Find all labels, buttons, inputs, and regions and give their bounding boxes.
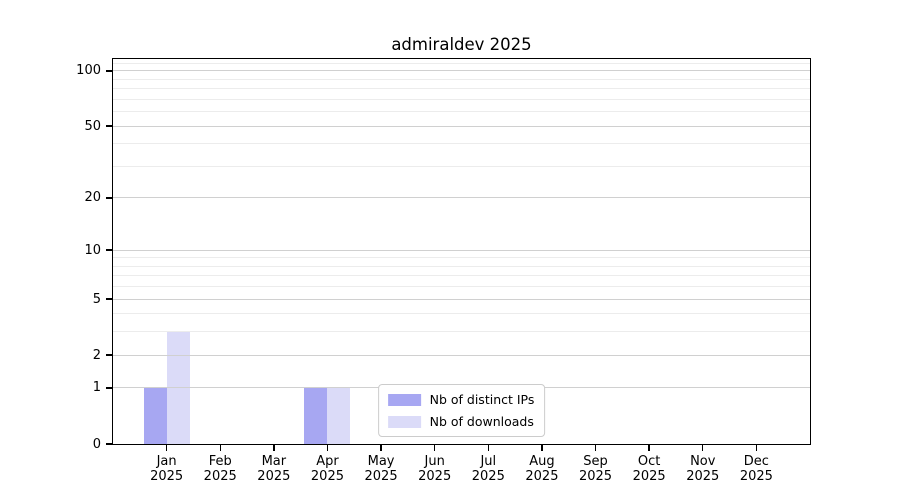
- legend-item-downloads: Nb of downloads: [387, 414, 535, 429]
- y-tick-20: [105, 197, 112, 199]
- x-tick-dec: [755, 445, 758, 452]
- legend-item-distinct-ips: Nb of distinct IPs: [387, 392, 535, 407]
- y-tick-100: [105, 70, 112, 72]
- gridline-minor-8: [113, 265, 810, 267]
- legend-swatch-distinct-ips: [387, 393, 421, 406]
- bar-downloads-apr: [327, 387, 351, 444]
- y-tick-label-10: 10: [84, 242, 101, 258]
- y-tick-2: [105, 354, 112, 356]
- x-tick-sep: [594, 445, 597, 452]
- gridline-major-2: [113, 354, 810, 356]
- x-tick-mar: [273, 445, 275, 452]
- x-tick-label-oct: Oct 2025: [632, 454, 666, 484]
- x-tick-oct: [648, 445, 650, 452]
- x-tick-label-nov: Nov 2025: [686, 454, 720, 484]
- x-tick-jun: [433, 445, 436, 452]
- gridline-major-20: [113, 197, 810, 199]
- plot-canvas: 100 50 20 10 5 2 1 0 Jan 2025 Feb 2025 Mar 2025 Apr…: [76, 59, 810, 484]
- y-tick-50: [105, 125, 112, 127]
- gridline-minor-90: [113, 78, 810, 80]
- y-tick-label-50: 50: [84, 118, 101, 134]
- y-tick-label-2: 2: [92, 347, 101, 363]
- x-tick-label-mar: Mar 2025: [257, 454, 291, 484]
- gridline-minor-70: [113, 98, 810, 100]
- y-tick-label-5: 5: [92, 291, 101, 307]
- x-tick-label-dec: Dec 2025: [739, 454, 773, 484]
- x-tick-nov: [702, 445, 704, 452]
- x-tick-label-jan: Jan 2025: [150, 454, 184, 484]
- x-tick-may: [380, 445, 382, 452]
- x-tick-label-feb: Feb 2025: [203, 454, 237, 484]
- gridline-minor-4: [113, 313, 810, 315]
- x-tick-label-may: May 2025: [364, 454, 398, 484]
- gridline-minor-30: [113, 165, 810, 167]
- y-tick-5: [105, 298, 112, 300]
- gridline-major-100: [113, 70, 810, 72]
- gridline-minor-80: [113, 88, 810, 90]
- x-tick-label-sep: Sep 2025: [578, 454, 613, 484]
- x-tick-jan: [165, 445, 168, 452]
- legend-label-downloads: Nb of downloads: [429, 414, 534, 429]
- gridline-major-10: [113, 249, 810, 251]
- x-tick-label-jun: Jun 2025: [418, 454, 452, 484]
- x-tick-feb: [219, 445, 221, 452]
- x-tick-aug: [541, 445, 543, 452]
- chart-title: admiraldev 2025: [391, 35, 532, 54]
- gridline-minor-40: [113, 143, 810, 145]
- y-tick-label-1: 1: [92, 380, 101, 396]
- y-tick-1: [105, 387, 112, 389]
- gridline-minor-110: [113, 62, 810, 64]
- x-tick-jul: [487, 445, 489, 452]
- y-tick-10: [105, 249, 112, 251]
- gridline-major-50: [113, 125, 810, 127]
- bar-distinct-ips-jan: [143, 387, 167, 444]
- y-tick-0: [105, 443, 112, 445]
- legend-label-distinct-ips: Nb of distinct IPs: [429, 392, 535, 407]
- gridline-minor-3: [113, 331, 810, 333]
- y-tick-label-20: 20: [84, 190, 101, 206]
- gridline-minor-60: [113, 111, 810, 113]
- legend-swatch-downloads: [387, 415, 421, 428]
- x-tick-label-jul: Jul 2025: [471, 454, 505, 484]
- x-tick-apr: [326, 445, 329, 452]
- plot-area: 100 50 20 10 5 2 1 0 Jan 2025 Feb 2025 Mar 2025 Apr…: [76, 58, 811, 484]
- y-tick-label-0: 0: [92, 436, 101, 452]
- gridline-minor-7: [113, 275, 810, 277]
- y-tick-label-100: 100: [76, 63, 101, 79]
- gridline-minor-6: [113, 286, 810, 288]
- x-tick-label-aug: Aug 2025: [525, 454, 559, 484]
- gridline-minor-9: [113, 257, 810, 259]
- legend: Nb of distinct IPs Nb of downloads: [377, 384, 546, 437]
- gridline-major-5: [113, 298, 810, 300]
- x-tick-label-apr: Apr 2025: [310, 454, 344, 484]
- bar-distinct-ips-apr: [304, 387, 328, 444]
